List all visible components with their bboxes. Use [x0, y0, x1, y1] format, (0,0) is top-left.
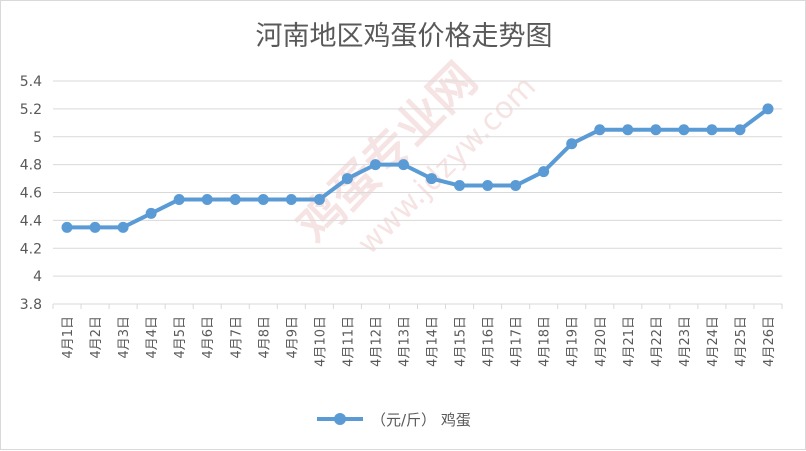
data-point [397, 159, 409, 171]
data-point [61, 221, 73, 233]
y-axis: 3.8 4 4.2 4.4 4.6 4.8 5 5.2 5.4 [20, 74, 42, 313]
series-group [61, 103, 774, 233]
data-point [538, 166, 550, 178]
x-tick-label: 4月2日 [89, 316, 104, 359]
data-point [313, 193, 325, 205]
x-tick-label: 4月7日 [229, 316, 244, 359]
y-tick-label: 4.6 [20, 186, 42, 202]
x-tick-label: 4月12日 [369, 316, 384, 367]
watermark: 鸡蛋专业网 www.jdzyw.com [286, 52, 542, 261]
data-point [173, 193, 185, 205]
y-tick-label: 5.2 [20, 102, 42, 118]
x-tick-label: 4月14日 [426, 316, 441, 367]
x-tick-label: 4月8日 [257, 316, 272, 359]
data-point [341, 173, 353, 185]
legend: （元/斤） 鸡蛋 [317, 411, 471, 429]
x-tick-label: 4月16日 [482, 316, 497, 367]
data-point [369, 159, 381, 171]
gridlines [53, 80, 782, 305]
chart-title: 河南地区鸡蛋价格走势图 [256, 21, 553, 52]
data-point [678, 124, 690, 136]
data-point [706, 124, 718, 136]
legend-label: （元/斤） 鸡蛋 [371, 411, 471, 429]
x-tick-label: 4月3日 [117, 316, 132, 359]
data-point [594, 124, 606, 136]
y-tick-label: 4.4 [20, 213, 42, 229]
x-tick-label: 4月6日 [201, 316, 216, 359]
y-tick-label: 4.8 [20, 158, 42, 174]
x-tick-label: 4月9日 [285, 316, 300, 359]
y-tick-label: 4 [33, 269, 42, 285]
x-tick-label: 4月10日 [313, 316, 328, 367]
data-point [229, 193, 241, 205]
x-tick-label: 4月17日 [510, 316, 525, 367]
data-point [89, 221, 101, 233]
data-point [201, 193, 213, 205]
x-tick-label: 4月26日 [762, 316, 777, 367]
data-point [145, 207, 157, 219]
data-point [426, 173, 438, 185]
x-axis: 4月1日 4月2日 4月3日 4月4日 4月5日 4月6日 4月7日 4月8日 4月9日 4月10… [52, 304, 783, 367]
data-point [482, 180, 494, 192]
x-tick-label: 4月24日 [706, 316, 721, 367]
x-tick-label: 4月13日 [397, 316, 412, 367]
data-point [257, 193, 269, 205]
legend-marker [334, 413, 346, 425]
x-tick-label: 4月15日 [454, 316, 469, 367]
y-tick-label: 5 [33, 130, 42, 146]
data-point [510, 180, 522, 192]
x-tick-label: 4月20日 [594, 316, 609, 367]
data-point [734, 124, 746, 136]
y-tick-label: 3.8 [20, 297, 42, 313]
data-point [566, 138, 578, 150]
x-tick-label: 4月19日 [566, 316, 581, 367]
x-tick-label: 4月23日 [678, 316, 693, 367]
x-tick-label: 4月25日 [734, 316, 749, 367]
x-tick-label: 4月5日 [173, 316, 188, 359]
data-point [650, 124, 662, 136]
x-tick-label: 4月21日 [622, 316, 637, 367]
x-tick-label: 4月22日 [650, 316, 665, 367]
data-point [117, 221, 129, 233]
x-tick-label: 4月1日 [61, 316, 76, 359]
y-tick-label: 5.4 [20, 74, 42, 90]
y-tick-label: 4.2 [20, 241, 42, 257]
data-point [454, 180, 466, 192]
x-tick-label: 4月11日 [341, 316, 356, 367]
x-tick-label: 4月18日 [538, 316, 553, 367]
data-point [762, 103, 774, 115]
data-point [285, 193, 297, 205]
x-tick-label: 4月4日 [145, 316, 160, 359]
data-point [622, 124, 634, 136]
